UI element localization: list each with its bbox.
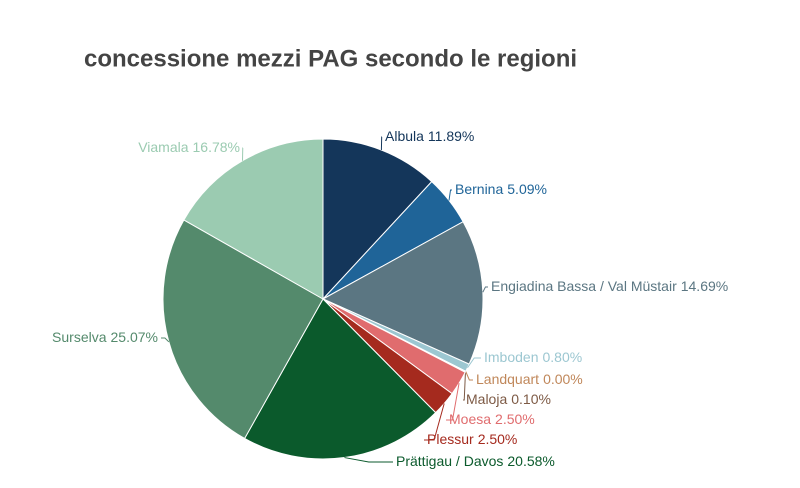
label-category: Prättigau / Davos: [396, 453, 503, 469]
leader-line: [482, 286, 488, 293]
leader-line: [344, 457, 393, 463]
leader-line: [446, 383, 460, 421]
data-label: Prättigau / Davos 20.58%: [396, 453, 555, 469]
label-value: 0.10%: [511, 391, 551, 407]
leader-line: [467, 357, 481, 369]
pie-slice: [183, 138, 324, 300]
label-category: Moesa: [449, 411, 491, 427]
label-value: 11.89%: [428, 128, 474, 144]
label-category: Engiadina Bassa / Val Müstair: [491, 278, 677, 294]
label-value: 0.80%: [542, 349, 582, 365]
label-category: Surselva: [52, 329, 107, 345]
data-label: Maloja 0.10%: [466, 391, 551, 407]
label-value: 16.78%: [193, 139, 240, 155]
leader-line: [465, 371, 473, 381]
data-label: Viamala 16.78%: [138, 139, 240, 155]
pie-slice: [321, 221, 484, 365]
label-value: 0.00%: [543, 371, 583, 387]
data-label: Surselva 25.07%: [52, 329, 158, 345]
label-category: Viamala: [138, 139, 189, 155]
data-label: Plessur 2.50%: [427, 431, 517, 447]
label-value: 2.50%: [495, 411, 535, 427]
label-category: Landquart: [476, 371, 539, 387]
label-category: Maloja: [466, 391, 507, 407]
pie-slice: [243, 298, 437, 460]
label-category: Bernina: [455, 181, 503, 197]
pie-slice: [162, 219, 324, 440]
data-label: Moesa 2.50%: [449, 411, 535, 427]
leader-line: [463, 371, 466, 401]
data-label: Engiadina Bassa / Val Müstair 14.69%: [491, 278, 728, 294]
label-value: 5.09%: [507, 181, 547, 197]
data-label: Albula 11.89%: [385, 128, 474, 144]
label-value: 25.07%: [111, 329, 158, 345]
leader-line: [448, 189, 452, 201]
leader-line: [161, 337, 170, 343]
pie-slice: [322, 138, 433, 301]
leader-line: [380, 136, 383, 151]
label-value: 14.69%: [681, 278, 728, 294]
chart-title: concessione mezzi PAG secondo le regioni: [84, 45, 577, 72]
label-category: Albula: [385, 128, 424, 144]
data-label: Bernina 5.09%: [455, 181, 547, 197]
label-value: 20.58%: [507, 453, 554, 469]
data-label: Landquart 0.00%: [476, 371, 583, 387]
leader-line: [424, 403, 445, 441]
label-value: 2.50%: [478, 431, 518, 447]
data-label: Imboden 0.80%: [484, 349, 582, 365]
label-category: Plessur: [427, 431, 474, 447]
label-category: Imboden: [484, 349, 538, 365]
